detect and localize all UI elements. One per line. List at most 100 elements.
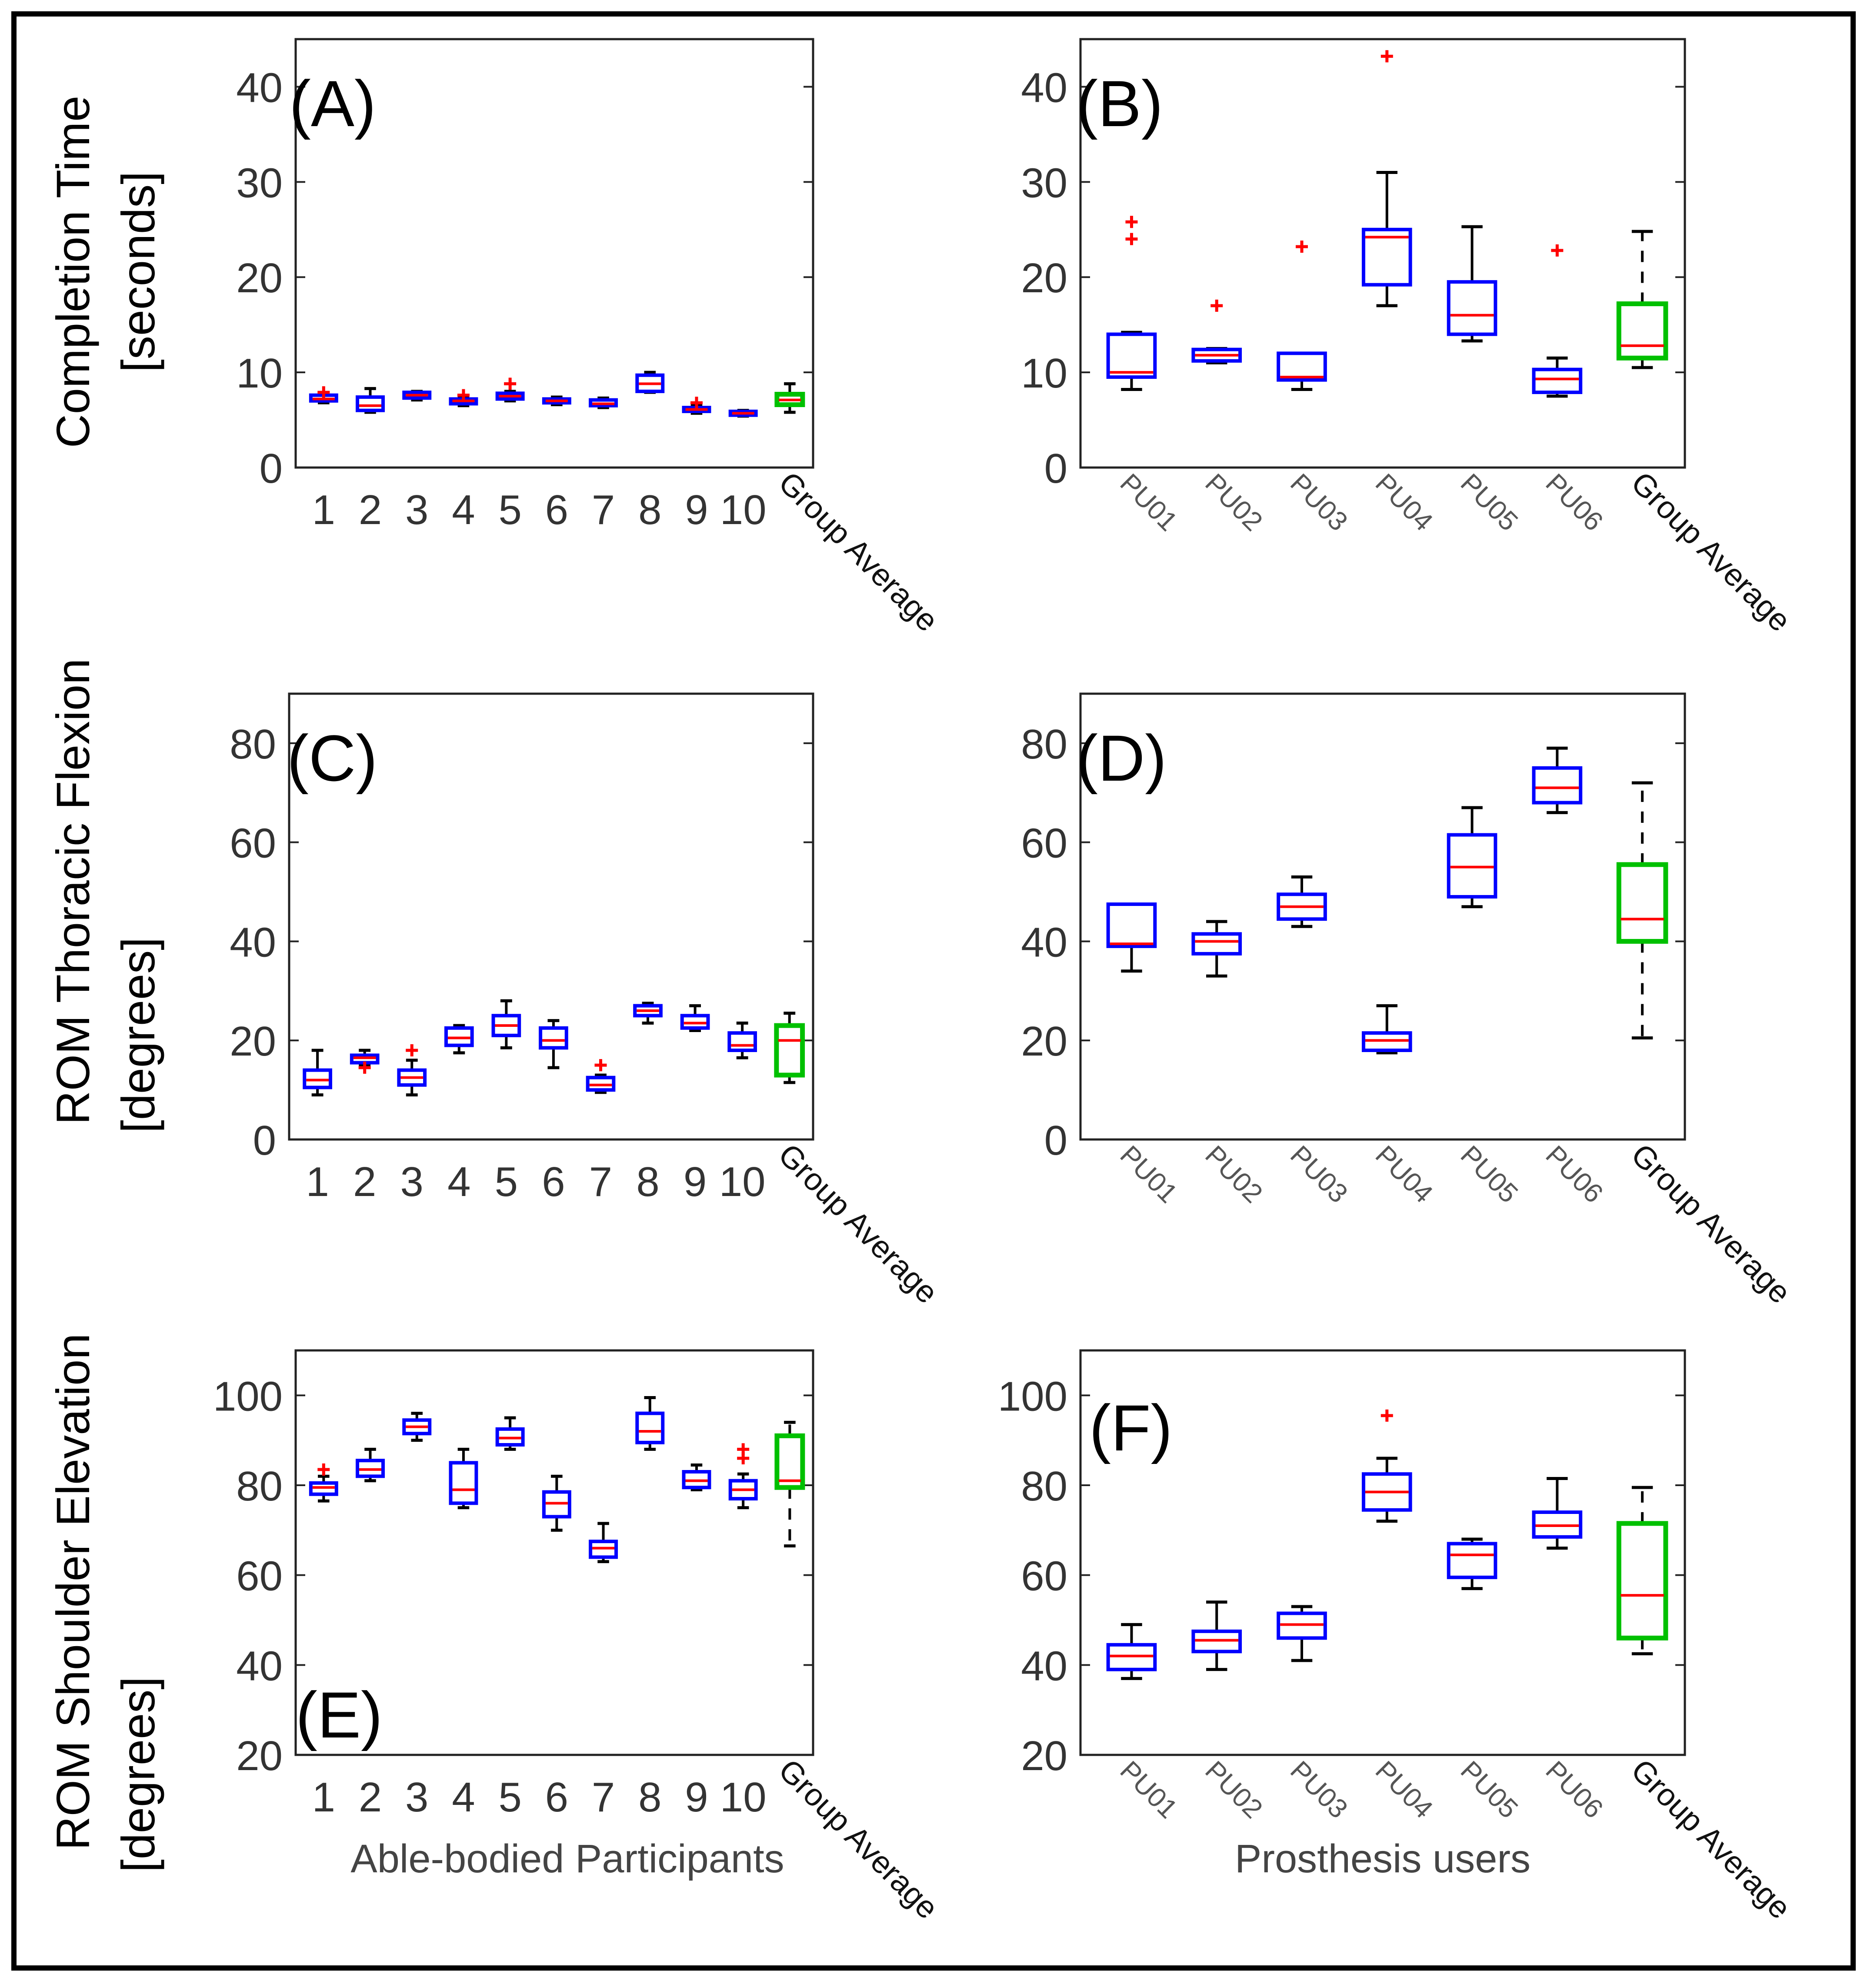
x-tick-label: 9 <box>684 1159 707 1205</box>
y-tick-label: 20 <box>1021 255 1067 301</box>
box-iqr <box>356 395 385 412</box>
panel-b: 0 10 20 30 40 (B) PU01 PU02 PU03 PU04 PU05 PU06 Grou… <box>1021 38 1797 638</box>
x-tick-label: Group Average <box>1624 1137 1797 1310</box>
box-iqr <box>1277 351 1327 382</box>
x-tick-label: 10 <box>720 487 767 533</box>
outlier-marker <box>737 1443 750 1456</box>
outlier-marker <box>317 386 330 399</box>
axes-box <box>294 1349 814 1756</box>
outlier-marker <box>1210 299 1223 312</box>
x-tick-label: Group Average <box>1624 1753 1797 1926</box>
x-tick-label: 8 <box>638 1774 661 1821</box>
y-tick-label: 20 <box>236 1733 283 1779</box>
x-tick-label: 4 <box>447 1159 470 1205</box>
y-tick-label: 80 <box>1021 1463 1067 1510</box>
y-tick-label: 100 <box>213 1373 283 1420</box>
y-tick-label: 0 <box>1044 445 1067 492</box>
outlier-marker <box>1125 233 1138 245</box>
xlabel-prosthesis-users: Prosthesis users <box>1235 1837 1531 1881</box>
x-tick-label: 1 <box>312 1774 335 1821</box>
axes-box <box>1079 1349 1686 1756</box>
box-iqr <box>1616 1521 1668 1641</box>
x-tick-label: PU04 <box>1370 1755 1438 1824</box>
x-tick-label: PU01 <box>1114 468 1183 537</box>
x-tick-label: PU03 <box>1284 1755 1353 1824</box>
box-iqr <box>1616 301 1668 361</box>
axes-box <box>288 692 814 1141</box>
box-iqr <box>539 1026 568 1050</box>
y-tick-label: 0 <box>260 445 283 492</box>
y-tick-label: 40 <box>1021 1643 1067 1689</box>
y-tick-label: 20 <box>230 1018 276 1065</box>
box-iqr <box>1532 368 1583 394</box>
y-tick-label: 100 <box>998 1373 1067 1420</box>
x-tick-label: 5 <box>498 1774 521 1821</box>
y-tick-label: 60 <box>1021 1553 1067 1600</box>
y-tick-label: 20 <box>1021 1733 1067 1779</box>
outlier-marker <box>690 397 703 409</box>
panel-d: 0 20 40 60 80 (D) PU01 PU02 PU03 PU04 PU05 PU06 Grou… <box>1021 692 1797 1310</box>
x-tick-label: 2 <box>359 1774 382 1821</box>
x-tick-label: 6 <box>545 487 568 533</box>
y-tick-label: 40 <box>230 919 276 966</box>
axes-box <box>1079 692 1686 1141</box>
box-iqr <box>1616 862 1668 944</box>
ylabel-row3-line2: [degrees] <box>112 1677 164 1872</box>
x-tick-label: 9 <box>685 487 708 533</box>
box-iqr <box>635 1411 665 1444</box>
box-iqr <box>1191 932 1242 956</box>
ylabel-row2-line1: ROM Thoracic Flexion <box>47 658 99 1125</box>
panel-label: (C) <box>287 722 377 795</box>
x-tick-label: 5 <box>498 487 521 533</box>
x-tick-label: PU04 <box>1370 1140 1438 1209</box>
y-tick-label: 20 <box>236 255 283 301</box>
y-tick-label: 40 <box>236 1643 283 1689</box>
outlier-marker <box>1380 50 1393 63</box>
x-tick-label: 7 <box>592 1774 615 1821</box>
box-iqr <box>1106 332 1157 379</box>
panel-label: (D) <box>1076 722 1167 795</box>
figure-frame <box>11 11 1856 1971</box>
y-tick-label: 60 <box>236 1553 283 1600</box>
y-tick-label: 60 <box>230 820 276 867</box>
y-tick-label: 40 <box>1021 64 1067 111</box>
x-tick-label: 3 <box>400 1159 423 1205</box>
y-tick-label: 40 <box>1021 919 1067 966</box>
y-tick-label: 60 <box>1021 820 1067 867</box>
box-iqr <box>727 1031 757 1052</box>
x-tick-label: 7 <box>592 487 615 533</box>
x-tick-label: PU06 <box>1540 468 1608 537</box>
outlier-marker <box>1296 241 1308 253</box>
outlier-marker <box>457 389 470 401</box>
box-iqr <box>774 1433 805 1490</box>
x-tick-label: 2 <box>359 487 382 533</box>
x-tick-label: 10 <box>720 1774 767 1821</box>
outlier-marker <box>317 1463 330 1476</box>
outlier-marker <box>504 378 517 390</box>
x-tick-label: PU05 <box>1455 468 1524 537</box>
x-tick-label: 2 <box>353 1159 376 1205</box>
x-tick-label: PU05 <box>1455 1755 1524 1824</box>
axes-box <box>294 38 814 469</box>
outlier-marker <box>358 1061 371 1074</box>
box-iqr <box>1447 280 1497 336</box>
x-tick-label: PU03 <box>1284 1140 1353 1209</box>
x-tick-label: 4 <box>452 487 475 533</box>
panel-label: (E) <box>296 1678 383 1751</box>
x-tick-label: PU04 <box>1370 468 1438 537</box>
x-tick-label: 3 <box>405 1774 428 1821</box>
x-tick-label: 5 <box>495 1159 518 1205</box>
panel-label: (F) <box>1089 1391 1173 1464</box>
ylabel-row1-line2: [seconds] <box>112 171 164 372</box>
x-tick-label: 10 <box>719 1159 766 1205</box>
x-tick-label: PU02 <box>1199 1755 1268 1824</box>
y-tick-label: 30 <box>236 160 283 206</box>
y-tick-label: 0 <box>253 1117 276 1164</box>
x-tick-label: Group Average <box>772 465 945 638</box>
x-tick-label: 7 <box>589 1159 612 1205</box>
x-tick-label: PU01 <box>1114 1755 1183 1824</box>
y-tick-label: 0 <box>1044 1117 1067 1164</box>
x-tick-label: PU03 <box>1284 468 1353 537</box>
x-tick-label: 8 <box>638 487 661 533</box>
panel-c: 0 20 40 60 80 (C) 1 2 3 4 5 6 7 8 9 10 Group Average <box>230 692 945 1310</box>
